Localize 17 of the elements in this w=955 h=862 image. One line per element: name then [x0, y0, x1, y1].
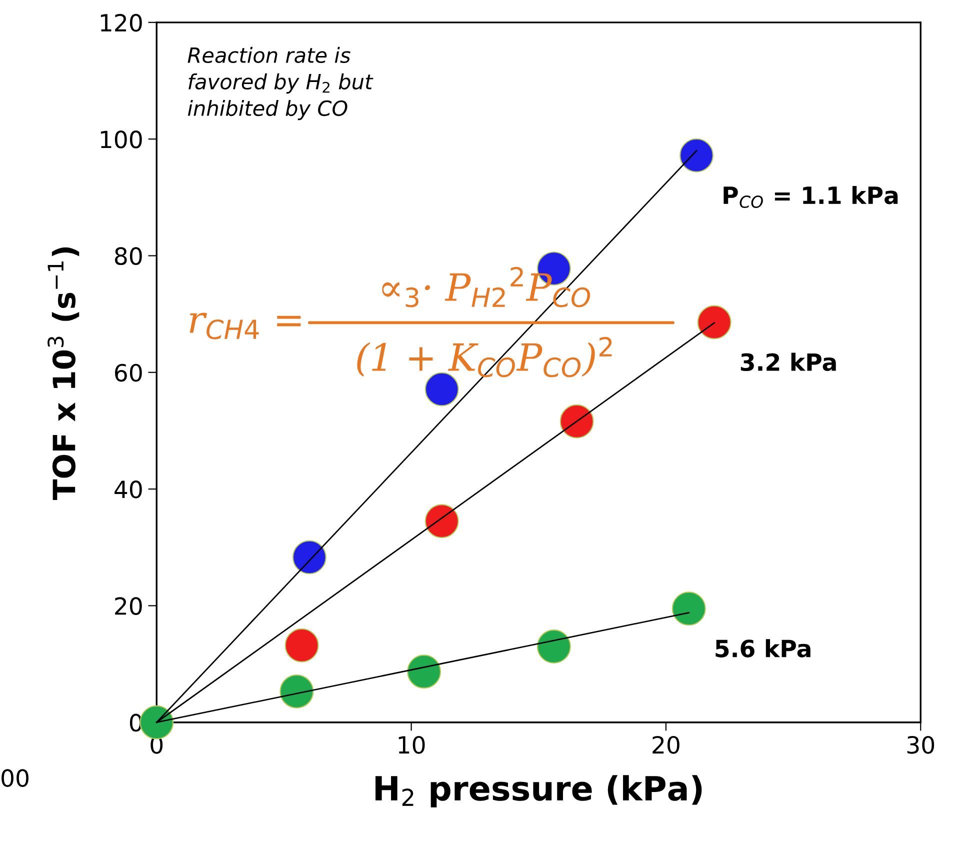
y-tick-label: 80 — [114, 247, 142, 266]
y-tick-label: 40 — [114, 480, 142, 498]
series-label: 5.6 kPa — [716, 639, 810, 658]
y-tick-label: 120 — [100, 14, 142, 32]
annotation: Reaction rate is favored by H$_{2}$ but inhibited by CO — [188, 46, 374, 120]
y-tick-label: 100 — [100, 130, 142, 148]
series-label: P$_{CO}$ = 1.1 kPa — [724, 186, 898, 208]
text: 00 — [2, 769, 28, 787]
x-tick-label: 20 — [652, 736, 680, 754]
x-tick-label: 10 — [398, 736, 425, 754]
y-tick-label: 60 — [115, 364, 142, 382]
annotation: r$_{CH4}$ = — [190, 312, 301, 340]
y-tick-label: 20 — [115, 597, 142, 616]
y-axis-title: TOF x 10$^{3}$ (s$^{−1}$) — [48, 247, 80, 500]
x-tick-label: 30 — [907, 736, 934, 754]
series-label: 3.2 kPa — [740, 352, 836, 372]
x-axis-title: H$_{2}$ pressure (kPa) — [376, 775, 702, 808]
